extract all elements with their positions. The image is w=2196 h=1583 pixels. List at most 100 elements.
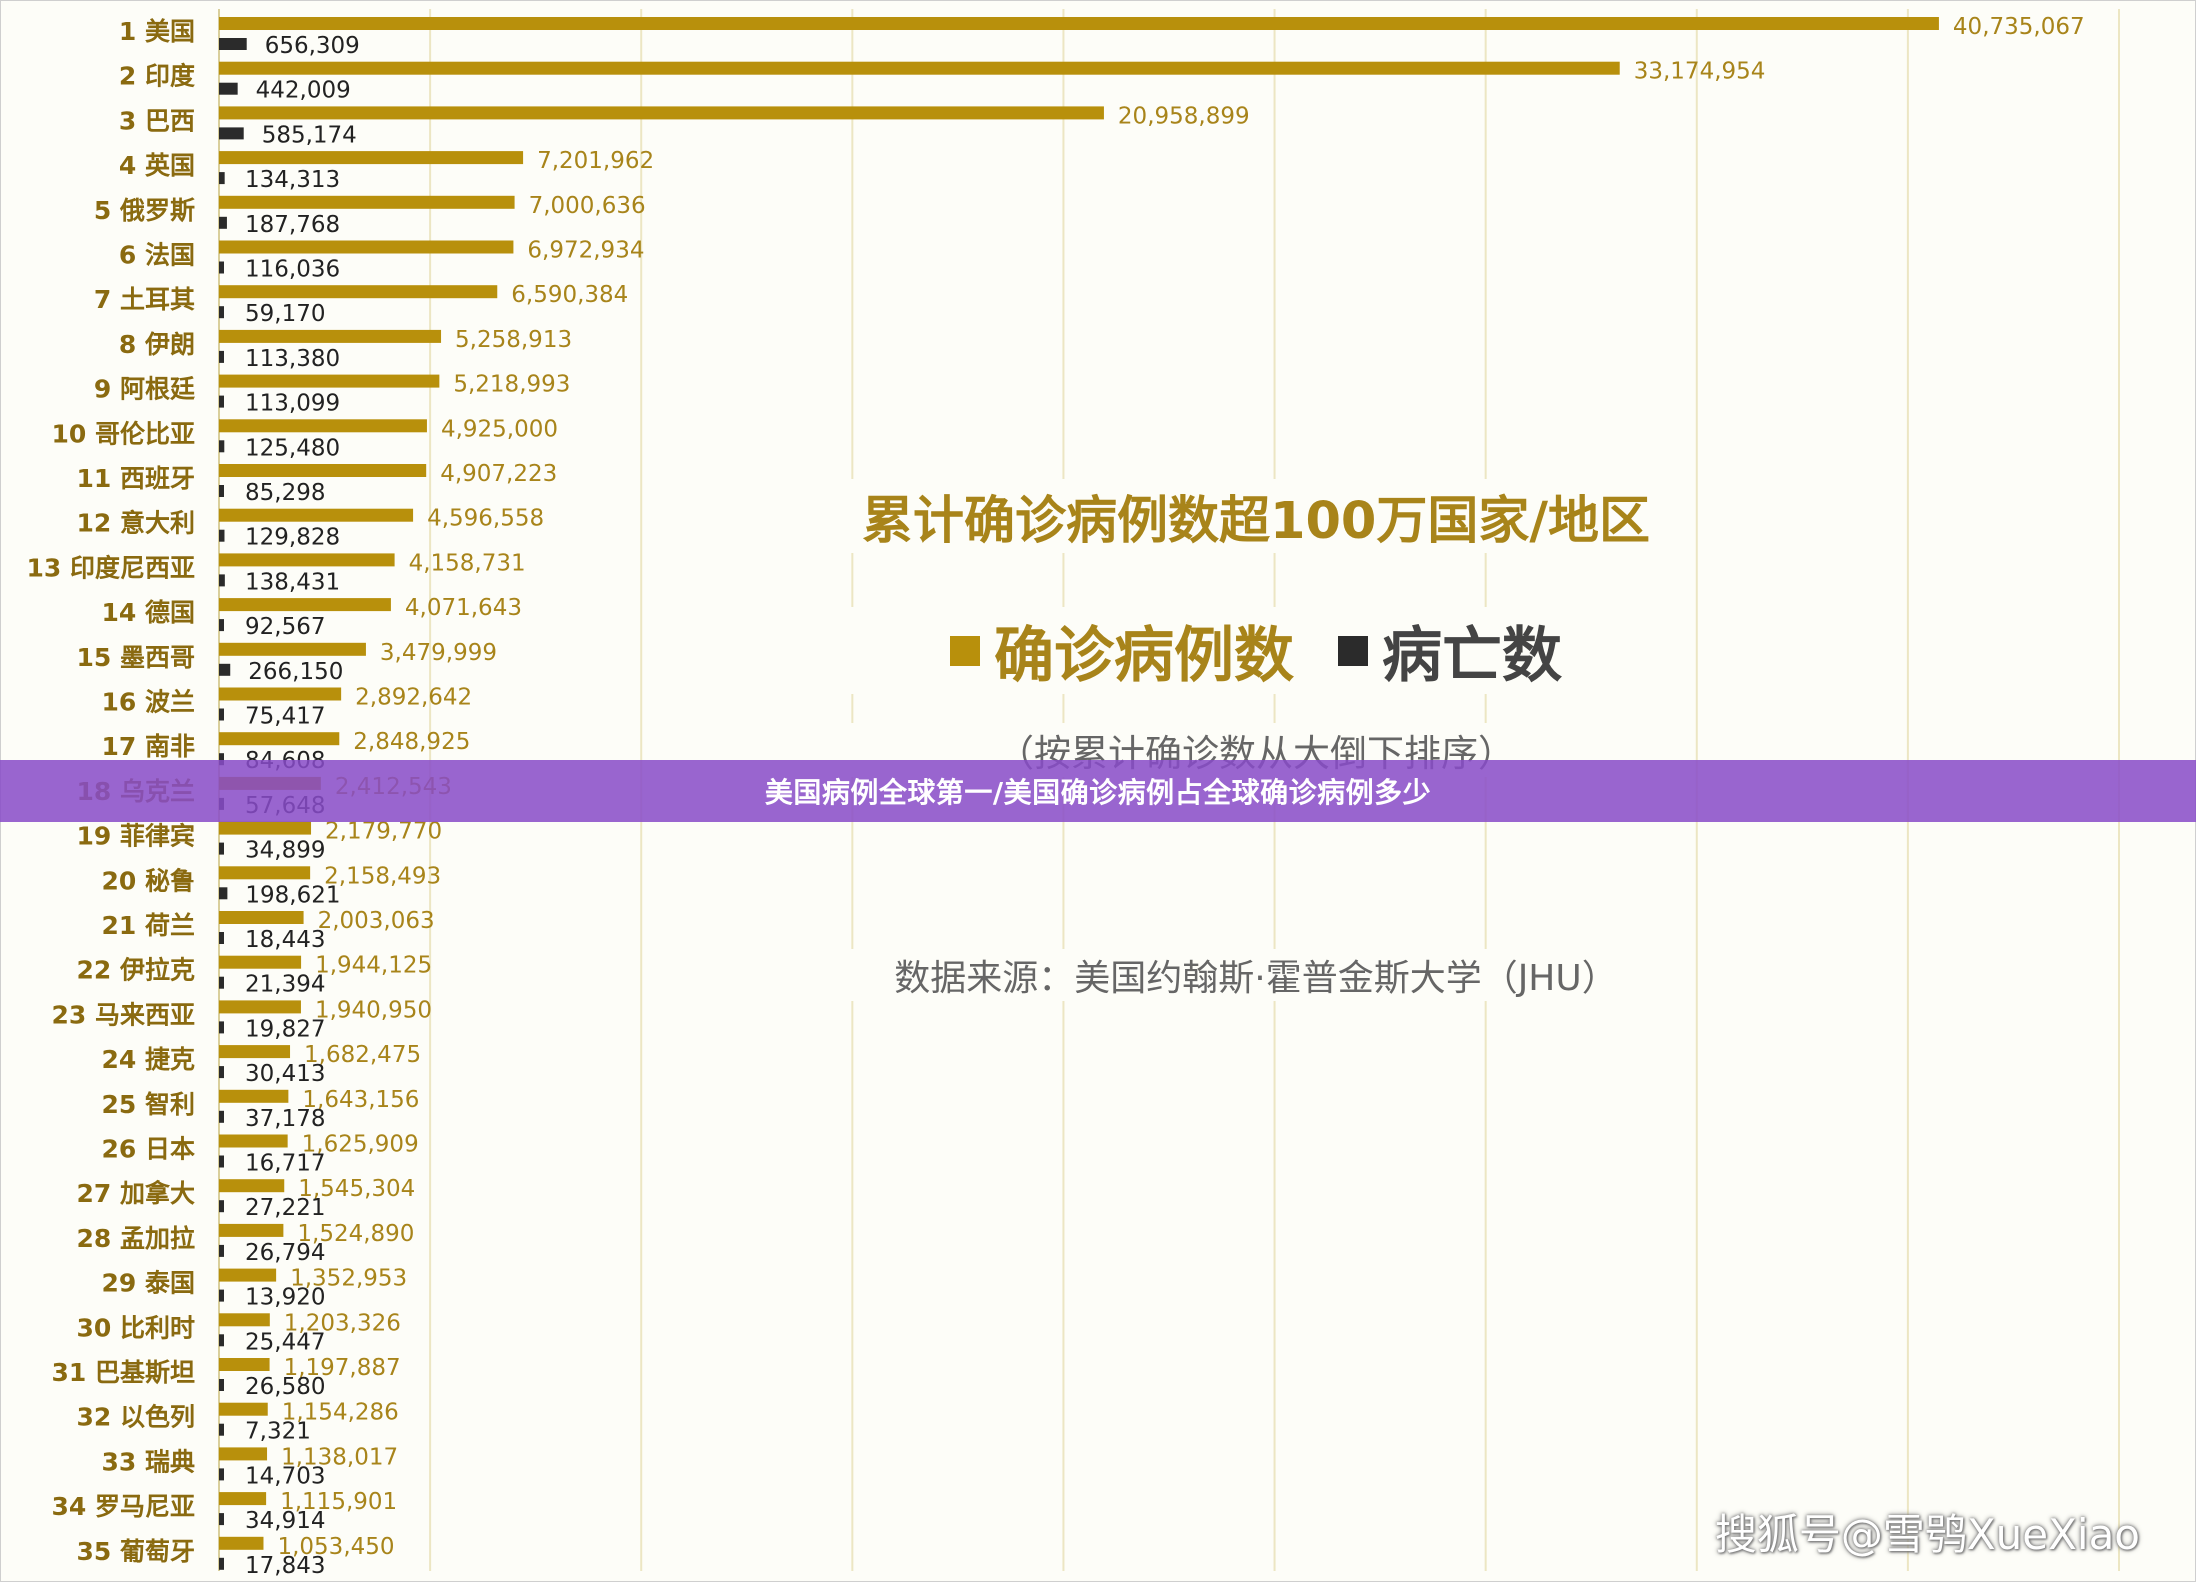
deaths-value-label: 26,794 (245, 1240, 325, 1266)
confirmed-value-label: 4,925,000 (441, 416, 558, 442)
deaths-bar (219, 932, 224, 944)
deaths-value-label: 442,009 (256, 78, 351, 104)
deaths-value-label: 16,717 (245, 1151, 325, 1177)
confirmed-value-label: 6,972,934 (527, 238, 644, 264)
confirmed-bar (219, 151, 523, 164)
deaths-bar (219, 83, 238, 95)
category-label: 20 秘鲁 (102, 866, 196, 895)
category-label: 8 伊朗 (119, 330, 195, 359)
deaths-value-label: 27,221 (245, 1195, 325, 1221)
category-label: 29 泰国 (102, 1269, 196, 1298)
confirmed-bar (219, 375, 439, 388)
watermark-text: 搜狐号@雪鸮XueXiao (1715, 1501, 2140, 1562)
confirmed-bar (219, 1447, 267, 1460)
confirmed-value-label: 7,201,962 (537, 148, 654, 174)
confirmed-bar (219, 241, 513, 254)
category-label: 12 意大利 (77, 509, 196, 538)
confirmed-bar (219, 1224, 283, 1237)
category-label: 11 西班牙 (77, 464, 196, 493)
deaths-value-label: 116,036 (245, 257, 340, 283)
deaths-value-label: 37,178 (245, 1106, 325, 1132)
confirmed-bar (219, 1179, 284, 1192)
deaths-bar (219, 262, 224, 274)
deaths-bar (219, 127, 244, 139)
confirmed-bar (219, 1313, 270, 1326)
deaths-value-label: 17,843 (245, 1553, 325, 1579)
deaths-value-label: 25,447 (245, 1329, 325, 1355)
confirmed-value-label: 33,174,954 (1634, 59, 1766, 85)
deaths-value-label: 13,920 (245, 1285, 325, 1311)
category-label: 13 印度尼西亚 (27, 553, 196, 582)
confirmed-value-label: 1,940,950 (315, 997, 432, 1023)
confirmed-bar (219, 688, 341, 701)
confirmed-bar (219, 553, 395, 566)
confirmed-value-label: 7,000,636 (529, 193, 646, 219)
confirmed-value-label: 5,218,993 (453, 372, 570, 398)
confirmed-bar (219, 196, 515, 209)
confirmed-bar (219, 1269, 276, 1282)
category-label: 10 哥伦比亚 (52, 419, 196, 448)
deaths-value-label: 187,768 (245, 212, 340, 238)
deaths-bar (219, 396, 224, 408)
confirmed-value-label: 20,958,899 (1118, 103, 1250, 129)
category-label: 15 墨西哥 (77, 643, 196, 672)
category-label: 32 以色列 (77, 1403, 196, 1432)
confirmed-bar (219, 911, 304, 924)
deaths-bar (219, 843, 224, 855)
deaths-value-label: 266,150 (248, 659, 343, 685)
chart-legend: 确诊病例数 病亡数 (841, 607, 1671, 694)
confirmed-bar (219, 106, 1104, 119)
legend-swatch-deaths (1338, 636, 1368, 666)
category-label: 21 荷兰 (102, 911, 196, 940)
confirmed-value-label: 2,848,925 (353, 729, 470, 755)
confirmed-value-label: 3,479,999 (380, 640, 497, 666)
deaths-value-label: 75,417 (245, 704, 325, 730)
deaths-value-label: 198,621 (245, 882, 340, 908)
deaths-value-label: 7,321 (245, 1419, 311, 1445)
confirmed-bar (219, 1492, 266, 1505)
deaths-value-label: 26,580 (245, 1374, 325, 1400)
deaths-value-label: 34,899 (245, 838, 325, 864)
deaths-bar (219, 172, 225, 184)
confirmed-bar (219, 1403, 268, 1416)
confirmed-bar (219, 598, 391, 611)
deaths-bar (219, 440, 224, 452)
legend-label-deaths: 病亡数 (1382, 607, 1562, 694)
category-label: 25 智利 (102, 1090, 196, 1119)
confirmed-bar (219, 956, 301, 969)
deaths-value-label: 129,828 (245, 525, 340, 551)
deaths-bar (219, 351, 224, 363)
category-label: 23 马来西亚 (52, 1000, 196, 1029)
deaths-bar (219, 1379, 224, 1391)
category-label: 34 罗马尼亚 (52, 1492, 196, 1521)
confirmed-value-label: 4,158,731 (409, 550, 526, 576)
deaths-bar (219, 1468, 224, 1480)
deaths-value-label: 34,914 (245, 1508, 325, 1534)
confirmed-bar (219, 464, 426, 477)
deaths-value-label: 92,567 (245, 614, 325, 640)
confirmed-bar (219, 732, 339, 745)
legend-label-confirmed: 确诊病例数 (994, 607, 1294, 694)
confirmed-value-label: 2,179,770 (325, 819, 442, 845)
deaths-bar (219, 1111, 224, 1123)
confirmed-value-label: 5,258,913 (455, 327, 572, 353)
deaths-bar (219, 1513, 224, 1525)
deaths-value-label: 30,413 (245, 1061, 325, 1087)
deaths-bar (219, 977, 224, 989)
deaths-value-label: 59,170 (245, 301, 325, 327)
deaths-bar (219, 1290, 224, 1302)
confirmed-bar (219, 1358, 270, 1371)
category-label: 6 法国 (119, 241, 195, 270)
category-label: 33 瑞典 (102, 1447, 196, 1476)
confirmed-bar (219, 330, 441, 343)
deaths-value-label: 113,380 (245, 346, 340, 372)
deaths-value-label: 19,827 (245, 1016, 325, 1042)
deaths-bar (219, 217, 227, 229)
confirmed-bar (219, 1000, 301, 1013)
category-label: 17 南非 (102, 732, 196, 761)
confirmed-value-label: 1,944,125 (315, 953, 432, 979)
deaths-value-label: 85,298 (245, 480, 325, 506)
deaths-bar (219, 306, 224, 318)
chart-source: 数据来源：美国约翰斯·霍普金斯大学（JHU） (841, 949, 1671, 1001)
category-label: 22 伊拉克 (77, 956, 196, 985)
